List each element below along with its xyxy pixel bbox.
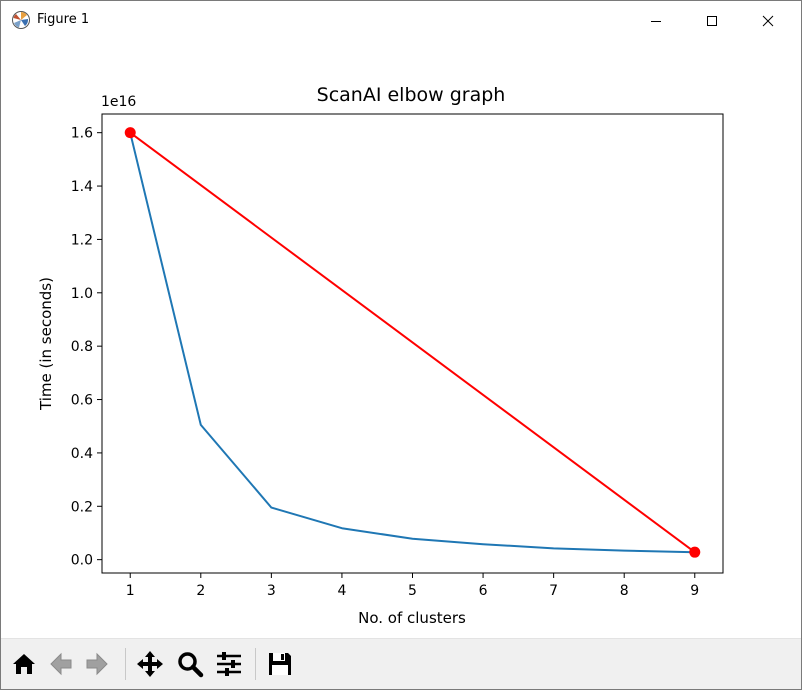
back-button[interactable]: [45, 648, 77, 680]
y-tick-label: 0.4: [71, 446, 93, 462]
series-line-1: [129, 132, 695, 554]
y-tick-label: 1.4: [71, 179, 93, 195]
y-tick-label: 0.0: [71, 553, 93, 569]
maximize-button[interactable]: [689, 1, 735, 40]
x-tick-label: 9: [690, 583, 699, 599]
navigation-toolbar: [1, 638, 801, 689]
window-title: Figure 1: [37, 12, 90, 27]
home-icon: [13, 654, 35, 674]
figure-canvas[interactable]: ScanAI elbow graph 1e16 1 2 3 4 5 6 7 8 9 0.0 0.2 0…: [1, 40, 801, 638]
zoom-button[interactable]: [174, 648, 206, 680]
toolbar-separator: [255, 648, 256, 680]
move-icon: [137, 651, 163, 677]
minimize-icon: [651, 20, 661, 22]
arrow-left-icon: [50, 652, 72, 676]
x-axis-label: No. of clusters: [358, 609, 466, 627]
y-tick-label: 0.8: [71, 339, 93, 355]
arrow-right-icon: [86, 652, 108, 676]
maximize-icon: [707, 15, 717, 26]
y-tick-label: 0.2: [71, 499, 93, 515]
x-tick-label: 5: [408, 583, 417, 599]
floppy-disk-icon: [269, 653, 291, 675]
minimize-button[interactable]: [633, 1, 679, 40]
x-tick-label: 1: [126, 583, 135, 599]
matplotlib-logo-icon: [11, 10, 31, 30]
x-tick-label: 3: [267, 583, 276, 599]
x-tick-label: 4: [337, 583, 346, 599]
sliders-icon: [217, 652, 241, 676]
y-tick-label: 1.2: [71, 232, 93, 248]
y-axis-offset-label: 1e16: [101, 94, 136, 110]
magnifier-icon: [178, 652, 204, 678]
x-tick-label: 7: [549, 583, 558, 599]
axes-frame: [101, 113, 724, 574]
pan-button[interactable]: [134, 648, 166, 680]
close-button[interactable]: [745, 1, 791, 40]
x-tick-label: 6: [479, 583, 488, 599]
y-tick-label: 0.6: [71, 393, 93, 409]
y-axis-label: Time (in seconds): [37, 277, 55, 411]
series-marker: [689, 546, 701, 558]
y-tick-label: 1.0: [71, 286, 93, 302]
y-tick-label: 1.6: [71, 126, 93, 142]
forward-button[interactable]: [81, 648, 113, 680]
chart-title: ScanAI elbow graph: [317, 84, 506, 106]
save-button[interactable]: [264, 648, 296, 680]
toolbar-separator: [125, 648, 126, 680]
data-series: [124, 127, 701, 558]
x-tick-label: 8: [620, 583, 629, 599]
close-icon: [762, 15, 774, 26]
configure-subplots-button[interactable]: [213, 648, 245, 680]
axis-ticks: 1 2 3 4 5 6 7 8 9 0.0 0.2 0.4 0.6 0.8 1.0 1.2 1.4 1.6: [71, 126, 699, 599]
x-tick-label: 2: [196, 583, 205, 599]
title-bar[interactable]: Figure 1: [1, 1, 801, 40]
elbow-chart: ScanAI elbow graph 1e16 1 2 3 4 5 6 7 8 9 0.0 0.2 0…: [37, 84, 724, 627]
home-button[interactable]: [8, 648, 40, 680]
series-line-2: [129, 131, 696, 554]
series-marker: [124, 127, 136, 139]
